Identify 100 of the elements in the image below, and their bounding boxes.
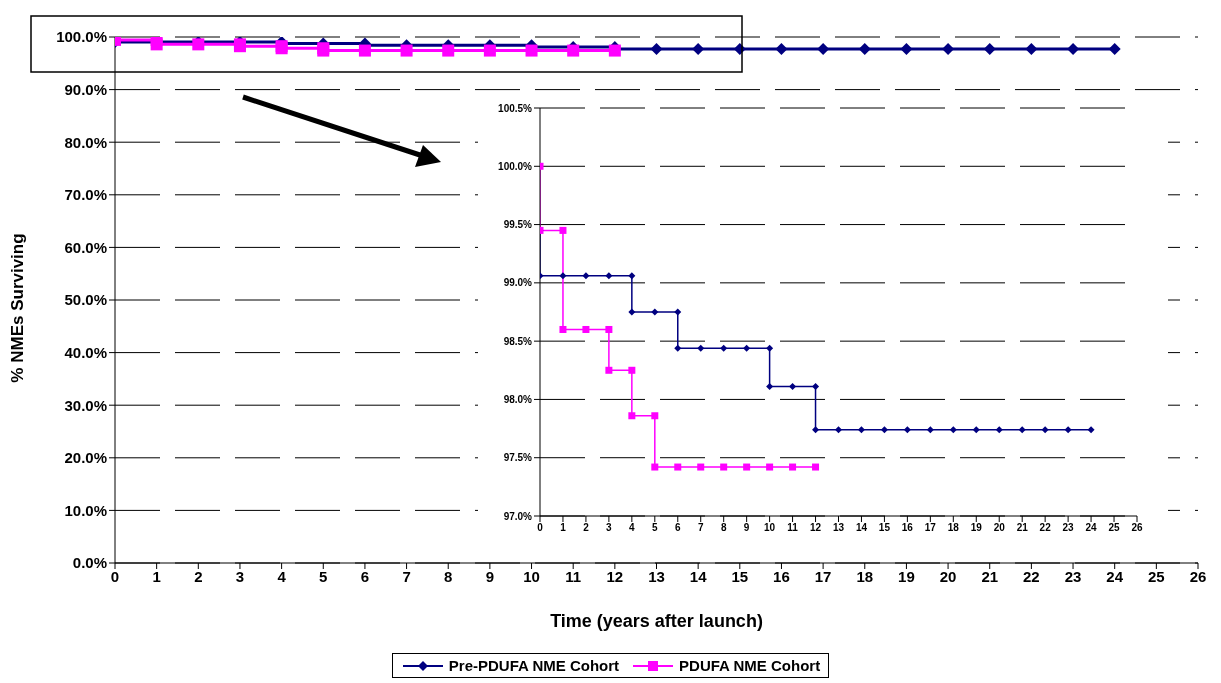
point: [995, 426, 1003, 434]
x-tick-label: 5: [319, 567, 328, 585]
point: [651, 412, 659, 420]
point: [949, 426, 957, 434]
point: [1041, 426, 1049, 434]
point: [812, 463, 820, 471]
point: [559, 226, 567, 234]
point: [605, 272, 613, 280]
x-tick-label: 25: [1108, 522, 1121, 534]
x-tick-label: 7: [402, 567, 411, 585]
x-tick-label: 2: [194, 567, 203, 585]
point: [582, 325, 590, 333]
x-tick-label: 23: [1062, 522, 1075, 534]
x-tick-label: 23: [1064, 567, 1082, 585]
x-tick-label: 25: [1148, 567, 1165, 585]
y-tick-label: 100.5%: [498, 102, 533, 114]
y-tick-label: 98.0%: [503, 393, 533, 405]
x-tick-label: 21: [981, 567, 999, 585]
x-tick-label: 16: [773, 567, 790, 585]
point: [628, 412, 636, 420]
x-tick-label: 20: [993, 522, 1006, 534]
x-tick-label: 16: [901, 522, 914, 534]
point: [743, 344, 751, 352]
y-tick-label: 60.0%: [64, 238, 107, 256]
legend-label: Pre-PDUFA NME Cohort: [448, 657, 620, 674]
point: [743, 463, 751, 471]
y-tick-label: 10.0%: [64, 501, 107, 519]
x-axis-title: Time (years after launch): [549, 611, 764, 632]
x-tick-label: 4: [629, 522, 636, 534]
x-tick-label: 17: [924, 522, 937, 534]
point: [720, 463, 728, 471]
y-tick-label: 97.5%: [503, 452, 533, 464]
x-tick-label: 24: [1106, 567, 1124, 585]
x-tick-label: 1: [152, 567, 161, 585]
point: [766, 463, 774, 471]
point: [812, 426, 820, 434]
y-tick-label: 30.0%: [64, 396, 107, 414]
y-tick-label: 90.0%: [64, 80, 107, 98]
x-tick-label: 19: [970, 522, 983, 534]
point: [628, 366, 636, 374]
x-tick-label: 22: [1023, 567, 1040, 585]
point: [789, 463, 797, 471]
point: [972, 426, 980, 434]
point: [559, 325, 567, 333]
x-tick-label: 14: [855, 522, 868, 534]
y-tick-label: 50.0%: [64, 291, 107, 309]
x-tick-label: 6: [360, 567, 370, 585]
legend-label: PDUFA NME Cohort: [679, 657, 821, 674]
x-tick-label: 9: [743, 522, 750, 534]
x-tick-label: 3: [235, 567, 245, 585]
x-tick-label: 26: [1131, 522, 1143, 534]
x-tick-label: 22: [1039, 522, 1052, 534]
y-tick-label: 0.0%: [72, 554, 107, 572]
y-tick-label: 100.0%: [498, 160, 533, 172]
y-tick-label: 80.0%: [64, 133, 107, 151]
point: [1087, 426, 1095, 434]
x-tick-label: 15: [731, 567, 749, 585]
x-tick-label: 26: [1189, 567, 1207, 585]
point: [926, 426, 934, 434]
x-tick-label: 15: [878, 522, 891, 534]
x-tick-label: 19: [898, 567, 915, 585]
point: [651, 463, 659, 471]
y-tick-label: 97.0%: [503, 510, 533, 522]
point: [697, 463, 705, 471]
point: [835, 426, 842, 434]
point: [582, 272, 590, 280]
y-tick-label: 20.0%: [64, 449, 107, 467]
y-tick-label: 40.0%: [64, 343, 107, 361]
x-tick-label: 12: [606, 567, 624, 585]
point: [1018, 426, 1026, 434]
point: [674, 344, 682, 352]
y-tick-label: 70.0%: [64, 186, 107, 204]
point: [789, 383, 797, 391]
y-tick-label: 98.5%: [503, 335, 533, 347]
point: [628, 272, 636, 280]
x-tick-label: 2: [583, 522, 590, 534]
point: [880, 426, 888, 434]
point: [766, 344, 774, 352]
x-tick-label: 14: [689, 567, 708, 585]
x-tick-label: 9: [485, 567, 495, 585]
x-tick-label: 10: [523, 567, 540, 585]
x-tick-label: 0: [110, 567, 120, 585]
x-tick-label: 13: [832, 522, 845, 534]
point: [857, 426, 865, 434]
x-tick-label: 11: [787, 522, 799, 534]
point: [903, 426, 911, 434]
x-tick-label: 1: [560, 522, 567, 534]
x-tick-label: 18: [947, 522, 960, 534]
y-axis-title: % NMEs Surviving: [8, 232, 28, 385]
point: [559, 272, 567, 280]
x-tick-label: 5: [652, 522, 659, 534]
x-tick-label: 13: [648, 567, 665, 585]
point: [697, 344, 705, 352]
point: [674, 308, 682, 316]
x-tick-label: 4: [277, 567, 287, 585]
x-tick-label: 8: [444, 567, 453, 585]
x-tick-label: 12: [809, 522, 822, 534]
point: [720, 344, 728, 352]
x-tick-label: 11: [565, 567, 582, 585]
point: [766, 383, 774, 391]
